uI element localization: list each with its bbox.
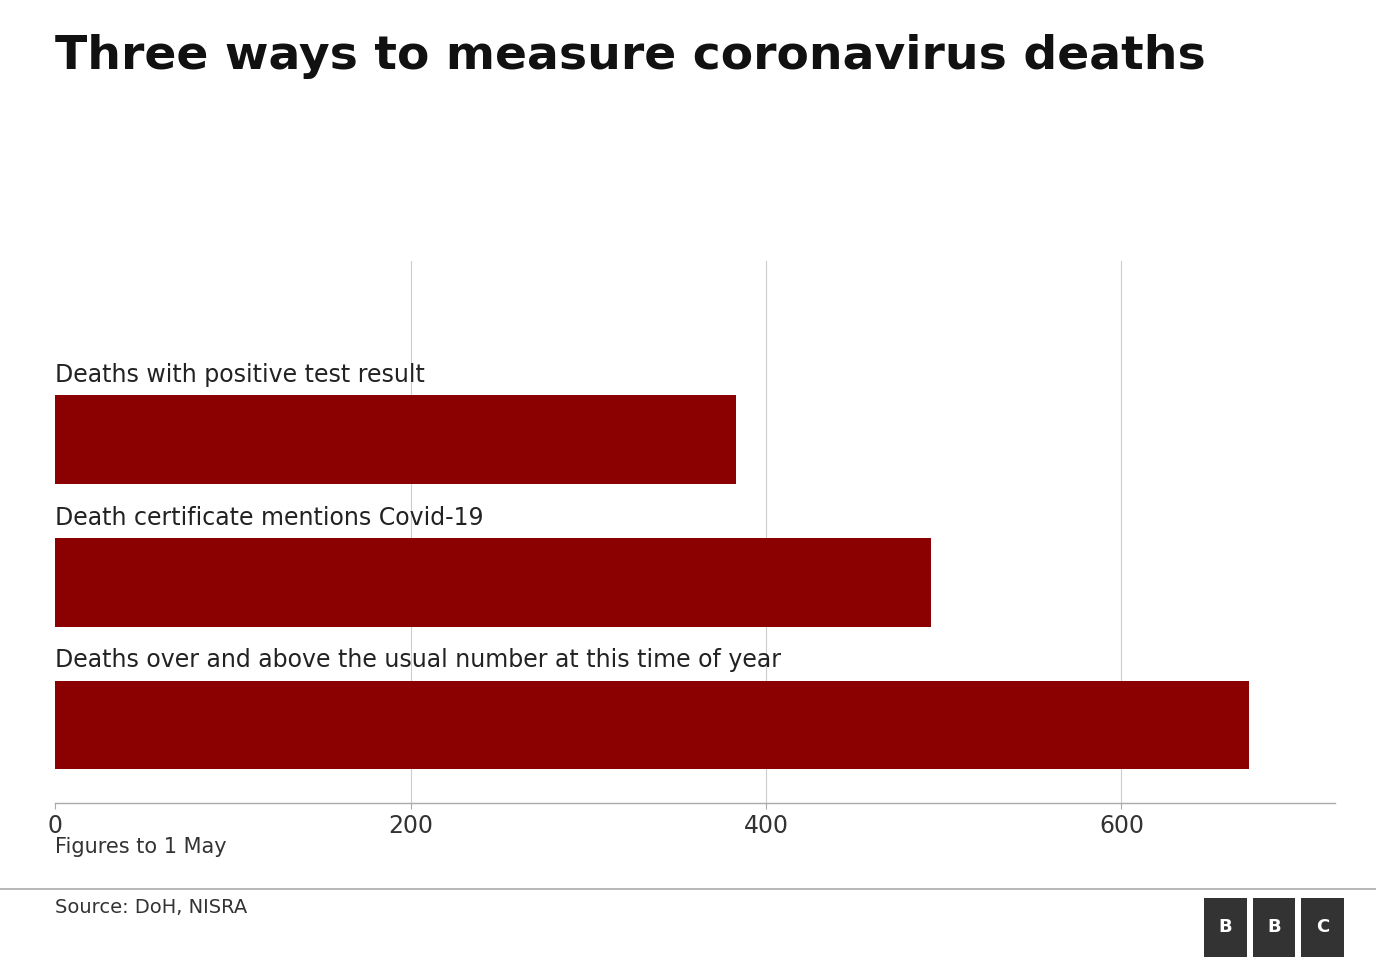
Bar	[1252, 897, 1295, 957]
Bar	[1204, 897, 1247, 957]
Text: Deaths with positive test result: Deaths with positive test result	[55, 363, 425, 387]
Text: C: C	[1315, 919, 1329, 936]
Text: Figures to 1 May: Figures to 1 May	[55, 837, 227, 858]
Bar	[55, 396, 736, 484]
Bar	[1302, 897, 1344, 957]
Bar	[55, 538, 932, 626]
Text: B: B	[1219, 919, 1232, 936]
Text: Death certificate mentions Covid-19: Death certificate mentions Covid-19	[55, 505, 483, 529]
Text: B: B	[1267, 919, 1281, 936]
Text: Three ways to measure coronavirus deaths: Three ways to measure coronavirus deaths	[55, 34, 1205, 78]
Text: Source: DoH, NISRA: Source: DoH, NISRA	[55, 898, 248, 918]
Text: Deaths over and above the usual number at this time of year: Deaths over and above the usual number a…	[55, 649, 782, 672]
Bar	[55, 681, 1249, 770]
